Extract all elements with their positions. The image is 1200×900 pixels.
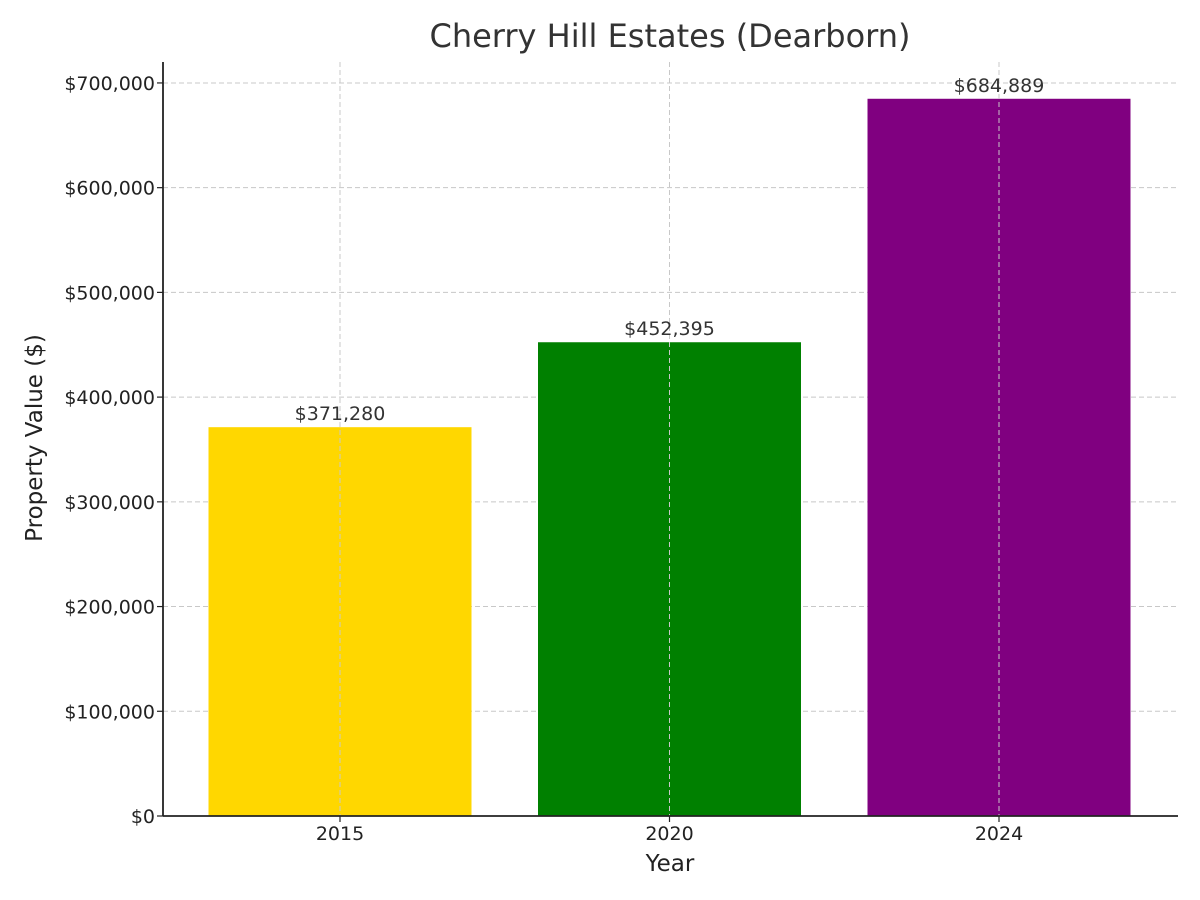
x-tick-label: 2024: [975, 823, 1023, 845]
y-tick-label: $400,000: [64, 387, 155, 409]
data-label-2020: $452,395: [624, 318, 715, 340]
vertical-grid: [339, 62, 1000, 816]
axes: [157, 62, 1178, 822]
y-tick-label: $700,000: [64, 73, 155, 95]
y-tick-label: $0: [131, 806, 155, 828]
x-tick-label: 2015: [316, 823, 364, 845]
y-tick-label: $500,000: [64, 282, 155, 304]
chart-title: Cherry Hill Estates (Dearborn): [429, 17, 910, 55]
y-tick-label: $100,000: [64, 701, 155, 723]
tick-labels: $0 $100,000 $200,000 $300,000 $400,000 $500,0…: [64, 73, 1023, 845]
y-tick-label: $200,000: [64, 597, 155, 619]
y-axis-label: Property Value ($): [22, 334, 48, 542]
bar-2015: [208, 427, 472, 816]
y-tick-label: $300,000: [64, 492, 155, 514]
y-tick-label: $600,000: [64, 178, 155, 200]
data-labels: $371,280 $452,395 $684,889: [295, 75, 1045, 425]
x-axis-label: Year: [645, 851, 695, 877]
data-label-2024: $684,889: [954, 75, 1045, 97]
x-tick-label: 2020: [645, 823, 693, 845]
data-label-2015: $371,280: [295, 403, 386, 425]
